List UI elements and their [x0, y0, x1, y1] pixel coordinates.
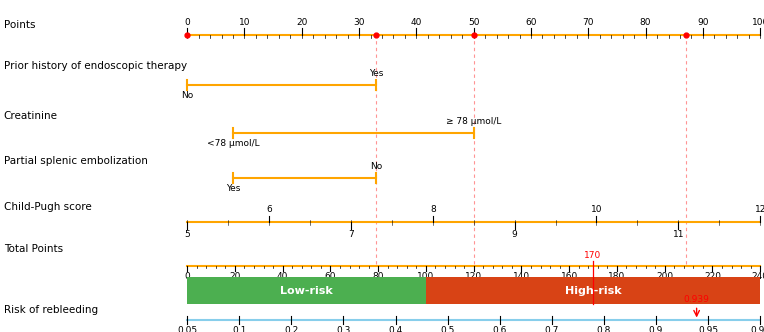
Text: 160: 160 — [561, 272, 578, 281]
Text: 0.3: 0.3 — [336, 326, 351, 332]
Text: 240: 240 — [752, 272, 764, 281]
Text: Total Points: Total Points — [4, 244, 63, 254]
Text: Risk of rebleeding: Risk of rebleeding — [4, 305, 98, 315]
Text: 0.4: 0.4 — [388, 326, 403, 332]
Text: 40: 40 — [411, 18, 422, 27]
Text: 170: 170 — [584, 251, 602, 260]
Text: Points: Points — [4, 20, 35, 30]
Text: 11: 11 — [672, 230, 684, 239]
Text: 50: 50 — [468, 18, 480, 27]
Text: No: No — [181, 91, 193, 100]
Text: ≥ 78 μmol/L: ≥ 78 μmol/L — [446, 117, 501, 126]
Text: 100: 100 — [417, 272, 435, 281]
Text: 70: 70 — [582, 18, 594, 27]
Text: 200: 200 — [656, 272, 673, 281]
Text: 12: 12 — [755, 206, 764, 214]
Text: 0.6: 0.6 — [493, 326, 507, 332]
Text: 20: 20 — [296, 18, 307, 27]
Text: 0.8: 0.8 — [597, 326, 611, 332]
Text: 8: 8 — [430, 206, 435, 214]
Text: Partial splenic embolization: Partial splenic embolization — [4, 156, 147, 166]
Text: 0.5: 0.5 — [441, 326, 455, 332]
Text: 6: 6 — [266, 206, 272, 214]
Text: 220: 220 — [704, 272, 721, 281]
Text: 0.95: 0.95 — [698, 326, 718, 332]
Text: Yes: Yes — [369, 69, 384, 78]
Text: 0: 0 — [184, 18, 190, 27]
Text: Yes: Yes — [226, 184, 240, 193]
Text: 60: 60 — [325, 272, 336, 281]
Text: 0.1: 0.1 — [232, 326, 247, 332]
Text: 20: 20 — [229, 272, 241, 281]
Text: 90: 90 — [697, 18, 709, 27]
Text: Prior history of endoscopic therapy: Prior history of endoscopic therapy — [4, 61, 187, 71]
Bar — [187, 277, 426, 304]
Text: 40: 40 — [277, 272, 288, 281]
Text: 0: 0 — [184, 272, 190, 281]
Text: 0.2: 0.2 — [284, 326, 299, 332]
Text: 0.99: 0.99 — [750, 326, 764, 332]
Text: 0.939: 0.939 — [684, 295, 710, 304]
Text: 10: 10 — [591, 206, 602, 214]
Text: Creatinine: Creatinine — [4, 111, 58, 121]
Text: 10: 10 — [238, 18, 251, 27]
Text: 7: 7 — [348, 230, 354, 239]
Text: 140: 140 — [513, 272, 530, 281]
Text: Low-risk: Low-risk — [280, 286, 333, 295]
Text: 60: 60 — [525, 18, 537, 27]
Text: 9: 9 — [512, 230, 517, 239]
Text: 0.7: 0.7 — [545, 326, 559, 332]
Text: 80: 80 — [639, 18, 652, 27]
Text: 180: 180 — [608, 272, 626, 281]
Text: <78 μmol/L: <78 μmol/L — [207, 139, 259, 148]
Text: High-risk: High-risk — [565, 286, 621, 295]
Text: 30: 30 — [353, 18, 365, 27]
Text: 0.05: 0.05 — [177, 326, 197, 332]
Text: 5: 5 — [184, 230, 190, 239]
Text: No: No — [370, 162, 383, 171]
Text: 0.9: 0.9 — [649, 326, 663, 332]
Text: 80: 80 — [372, 272, 384, 281]
Bar — [426, 277, 760, 304]
Text: 100: 100 — [752, 18, 764, 27]
Text: Child-Pugh score: Child-Pugh score — [4, 203, 92, 212]
Text: 120: 120 — [465, 272, 482, 281]
